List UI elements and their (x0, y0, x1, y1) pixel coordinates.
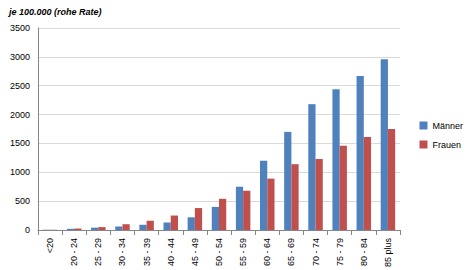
svg-text:75 - 79: 75 - 79 (335, 238, 345, 266)
svg-text:50 - 54: 50 - 54 (214, 238, 224, 266)
svg-text:3500: 3500 (10, 23, 30, 33)
svg-text:3000: 3000 (10, 52, 30, 62)
svg-text:2000: 2000 (10, 110, 30, 120)
svg-text:85 plus: 85 plus (383, 237, 393, 267)
svg-text:1000: 1000 (10, 167, 30, 177)
svg-text:25 - 29: 25 - 29 (93, 238, 103, 266)
svg-text:80 - 84: 80 - 84 (359, 238, 369, 266)
svg-text:55 - 59: 55 - 59 (238, 238, 248, 266)
svg-text:70 - 74: 70 - 74 (311, 238, 321, 266)
svg-text:2500: 2500 (10, 81, 30, 91)
svg-text:20 - 24: 20 - 24 (69, 238, 79, 266)
svg-text:35 - 39: 35 - 39 (142, 238, 152, 266)
svg-text:<20: <20 (45, 238, 55, 253)
svg-text:60 - 64: 60 - 64 (262, 238, 272, 266)
svg-text:30 - 34: 30 - 34 (117, 238, 127, 266)
svg-text:Männer: Männer (432, 121, 463, 131)
svg-text:0: 0 (25, 225, 30, 235)
svg-text:je 100.000 (rohe Rate): je 100.000 (rohe Rate) (8, 7, 102, 17)
svg-text:65 - 69: 65 - 69 (286, 238, 296, 266)
svg-text:45 - 49: 45 - 49 (190, 238, 200, 266)
svg-text:1500: 1500 (10, 138, 30, 148)
svg-text:500: 500 (15, 196, 30, 206)
svg-text:Frauen: Frauen (432, 140, 461, 150)
svg-text:40 - 44: 40 - 44 (166, 238, 176, 266)
